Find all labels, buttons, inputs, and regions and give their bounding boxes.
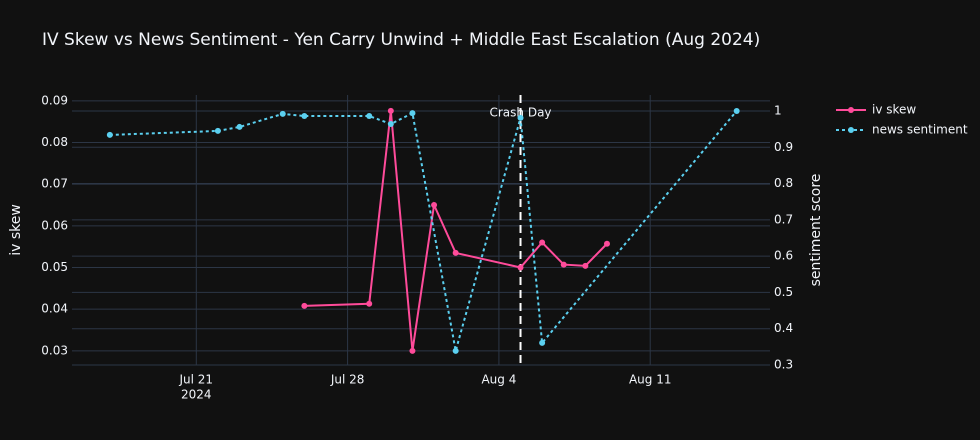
point [301, 113, 308, 120]
y2-axis-title: sentiment score [808, 174, 824, 287]
x-tick-label: Aug 4 [481, 373, 516, 387]
y2-tick-label: 1 [774, 103, 782, 117]
point [387, 107, 394, 114]
annotation: Crash Day [489, 106, 551, 120]
y2-tick-label: 0.9 [774, 140, 793, 154]
point [582, 262, 589, 269]
point [603, 240, 610, 247]
y2-tick-label: 0.4 [774, 321, 793, 335]
legend-label: iv skew [872, 103, 916, 117]
point [106, 131, 113, 138]
point [366, 300, 373, 307]
y-tick-label: 0.09 [41, 93, 68, 107]
x-tick-year: 2024 [181, 388, 212, 402]
point [539, 239, 546, 246]
point [409, 347, 416, 354]
point [279, 110, 286, 117]
y-tick-label: 0.08 [41, 135, 68, 149]
y2-tick-label: 0.8 [774, 176, 793, 190]
legend-label: news sentiment [872, 123, 968, 137]
point [236, 123, 243, 130]
point [452, 249, 459, 256]
y-tick-label: 0.04 [41, 302, 68, 316]
point [539, 339, 546, 346]
point [409, 110, 416, 117]
point [214, 127, 221, 134]
y-tick-label: 0.06 [41, 218, 68, 232]
point [560, 261, 567, 268]
x-tick-label: Aug 11 [629, 373, 672, 387]
x-tick-label: Jul 21 [179, 373, 214, 387]
point [517, 264, 524, 271]
y-tick-label: 0.03 [41, 343, 68, 357]
y2-tick-label: 0.6 [774, 249, 793, 263]
y-tick-label: 0.07 [41, 177, 68, 191]
y2-tick-label: 0.5 [774, 285, 793, 299]
chart-title: IV Skew vs News Sentiment - Yen Carry Un… [42, 30, 760, 50]
point [387, 121, 394, 128]
legend-marker [848, 107, 854, 113]
point [431, 202, 438, 208]
point [517, 114, 524, 121]
y-axis-title: iv skew [8, 204, 24, 256]
x-tick-label: Jul 28 [330, 373, 365, 387]
point [452, 347, 459, 354]
y-tick-label: 0.05 [41, 260, 68, 274]
point [366, 113, 373, 120]
legend-marker [848, 127, 854, 133]
y2-tick-label: 0.3 [774, 358, 793, 372]
y2-tick-label: 0.7 [774, 212, 793, 226]
series-line [109, 110, 738, 352]
point [733, 107, 740, 114]
point [301, 302, 308, 309]
